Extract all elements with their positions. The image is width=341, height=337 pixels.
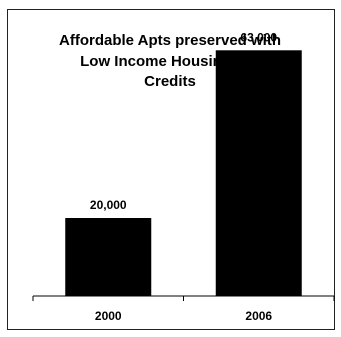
- data-label-2006: 63,000: [240, 30, 277, 44]
- bar-2006: [215, 50, 302, 296]
- chart-title-line-3: Credits: [144, 73, 196, 90]
- chart-title-line-2: Low Income Housing Tax: [80, 53, 260, 70]
- data-label-2000: 20,000: [90, 198, 127, 212]
- x-tick-label-2000: 2000: [95, 309, 122, 323]
- chart-title: Affordable Apts preserved with Low Incom…: [59, 32, 281, 90]
- x-tick-label-2006: 2006: [245, 309, 272, 323]
- chart-title-line-1: Affordable Apts preserved with: [59, 32, 281, 49]
- bar-2000: [65, 218, 152, 296]
